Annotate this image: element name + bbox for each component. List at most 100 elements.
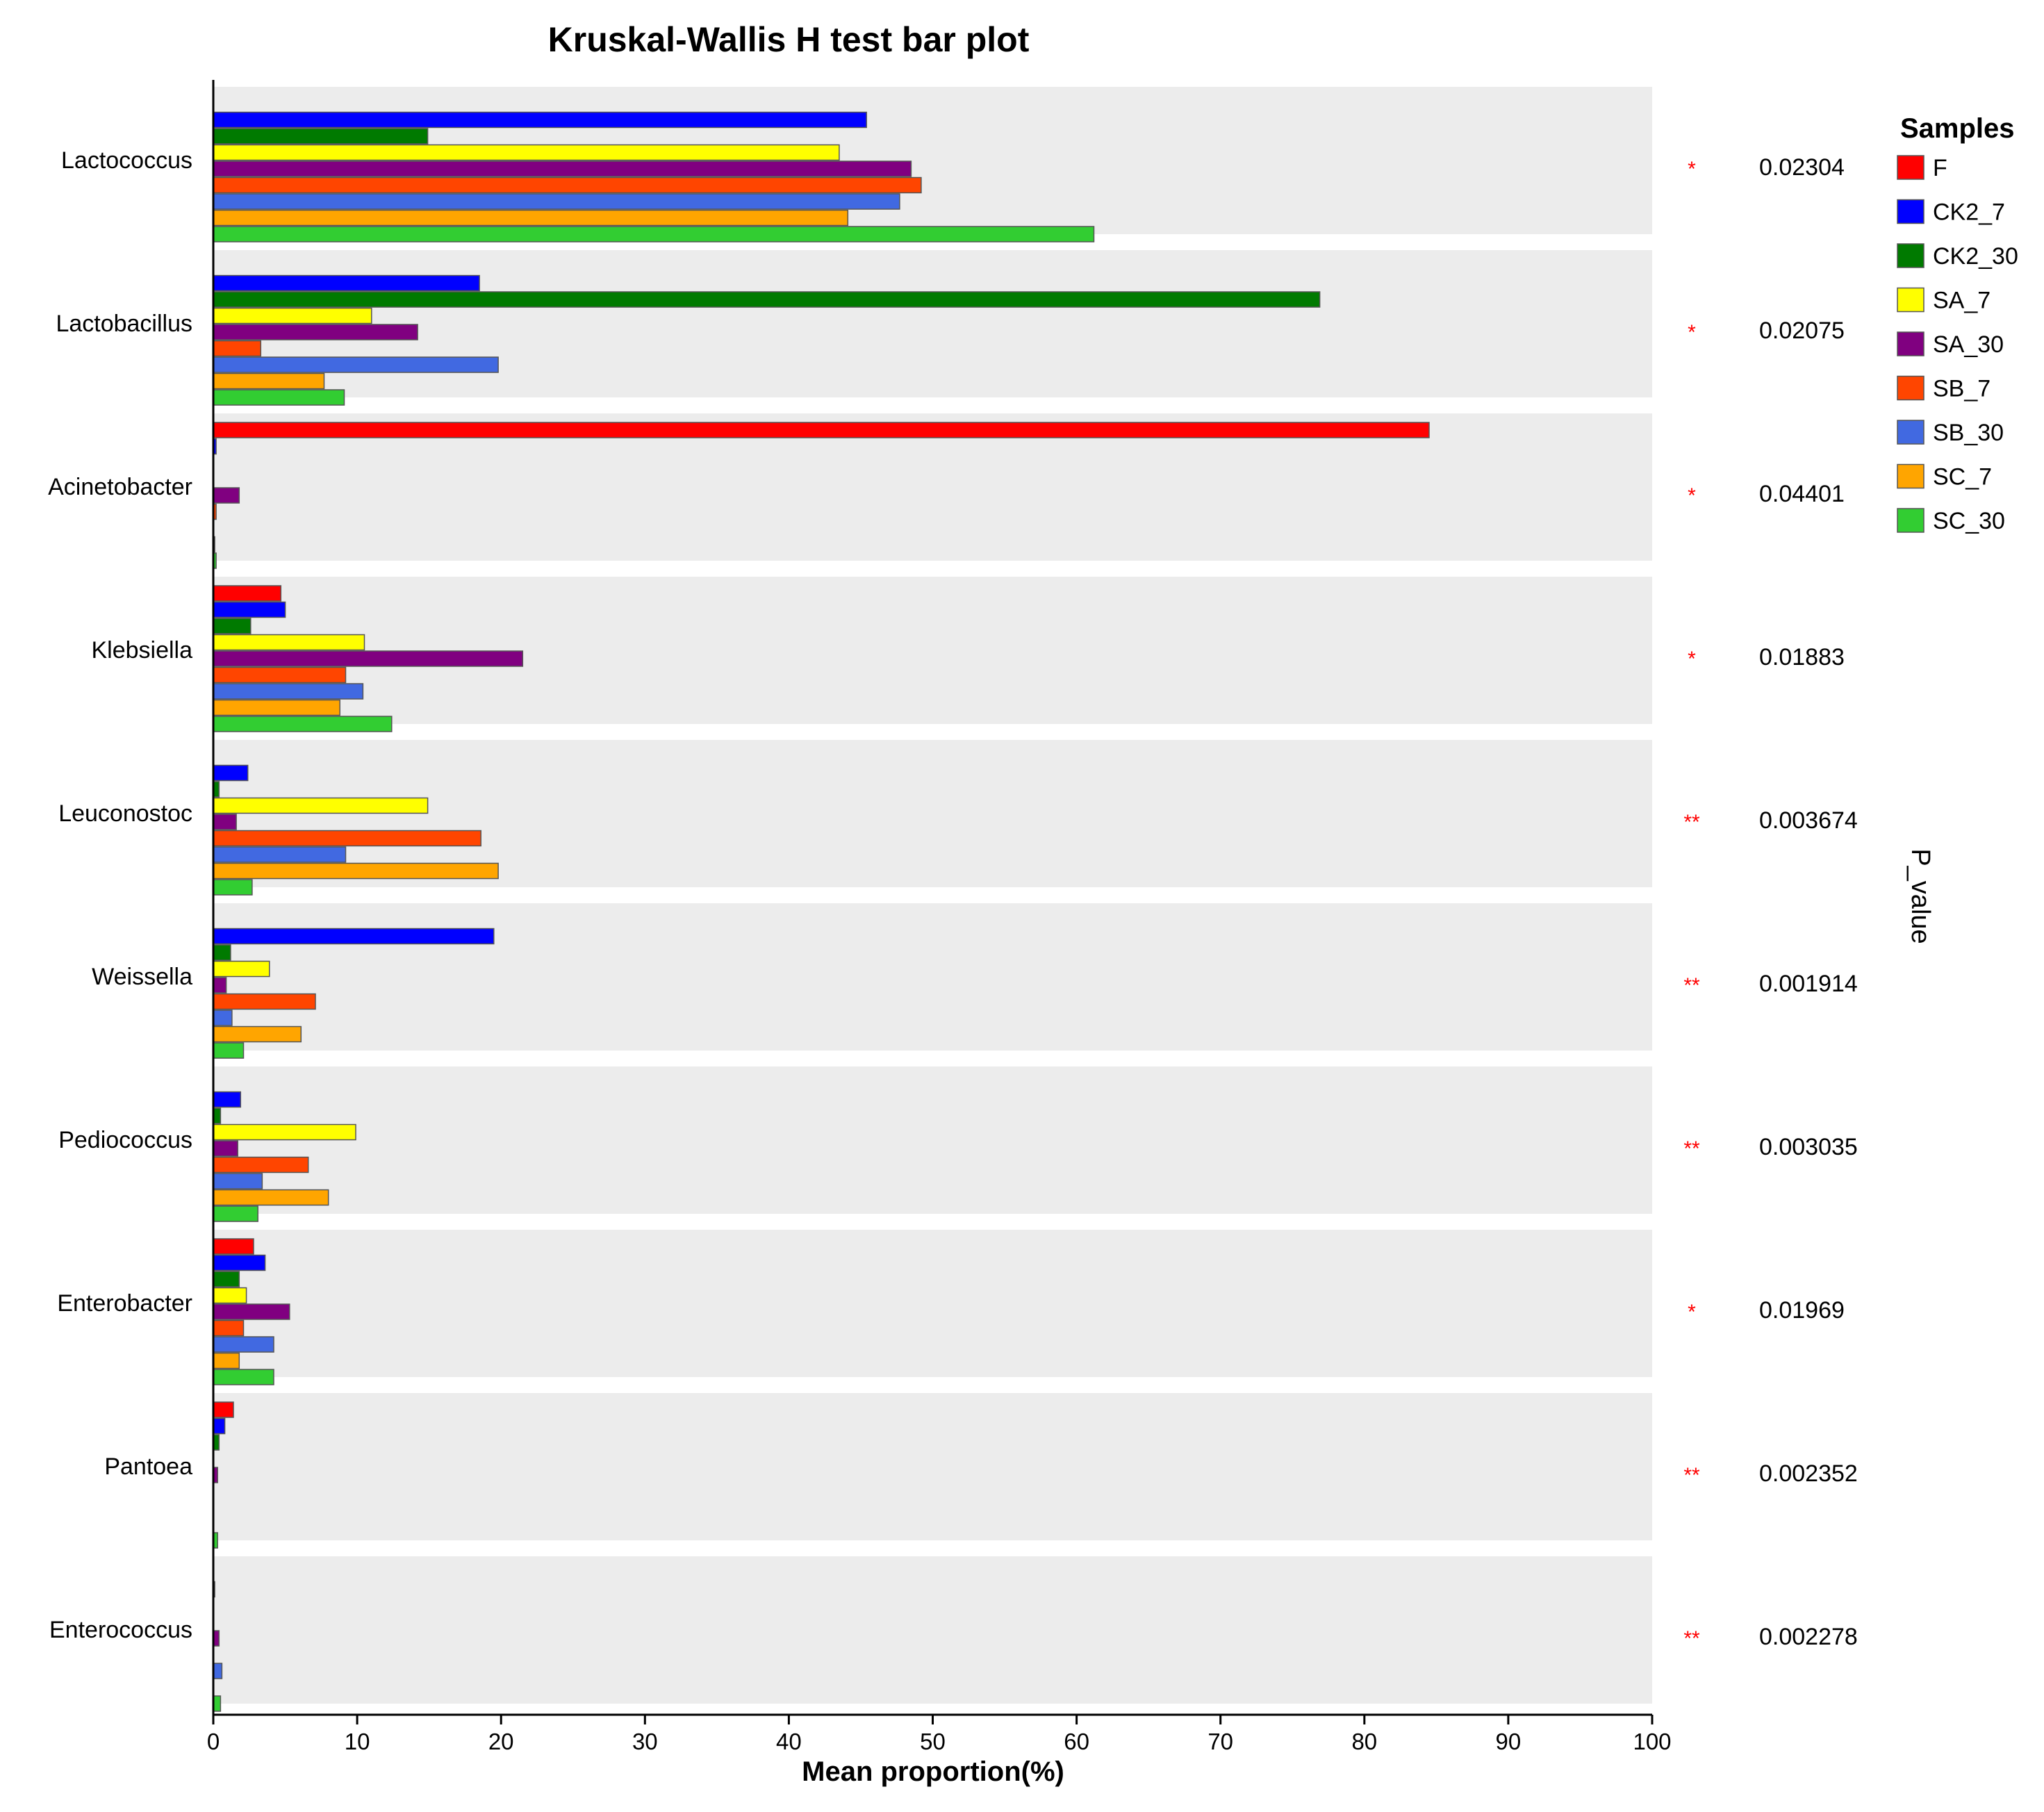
bar-sc-7 [213,209,849,226]
legend-swatch-sc-30 [1897,508,1925,533]
bar-sc-7 [213,1026,302,1043]
bar-sa-7 [213,144,840,161]
p-value: 0.02304 [1759,154,1845,181]
bar-sc-7 [213,1189,329,1206]
x-tick-label: 90 [1496,1729,1522,1754]
x-tick-label: 30 [632,1729,658,1754]
bar-ck2-30 [213,1107,222,1124]
legend-title: Samples [1900,113,2015,144]
category-band [213,1393,1652,1540]
bar-sb-7 [213,340,262,357]
legend-label: SB_30 [1933,420,2004,446]
bar-f [213,422,1430,438]
bar-sa-7 [213,634,365,651]
p-value-axis-title: P_value [1906,848,1935,944]
bar-sb-7 [213,1319,245,1337]
axes: 0 10 20 30 40 50 60 70 80 90 100 [207,80,1672,1754]
bar-f [213,585,282,602]
bar-sb-7 [213,993,316,1010]
x-tick-label: 60 [1064,1729,1089,1754]
legend-swatch-ck2-7 [1897,199,1925,224]
bar-sc-7 [213,699,340,716]
category-label: Enterobacter [57,1290,192,1317]
bar-ck2-30 [213,291,1321,308]
bar-ck2-7 [213,1417,226,1435]
p-value: 0.003035 [1759,1134,1858,1160]
significance-stars: * [1688,158,1696,181]
bar-sa-7 [213,1287,247,1304]
bar-ck2-7 [213,1254,266,1271]
x-tick-label: 70 [1208,1729,1233,1754]
bar-sc-30 [213,1369,274,1385]
bar-sc-30 [213,879,253,896]
bar-sc-30 [213,1695,222,1712]
x-tick-label: 80 [1351,1729,1377,1754]
category-bands [213,87,1652,1704]
legend-swatch-f [1897,155,1925,180]
p-value: 0.003674 [1759,807,1858,834]
bar-sa-30 [213,650,524,667]
x-tick-label: 50 [920,1729,946,1754]
bar-sa-30 [213,324,418,340]
significance-stars: ** [1683,1627,1700,1650]
significance-stars: ** [1683,1464,1700,1487]
chart-title: Kruskal-Wallis H test bar plot [548,20,1030,59]
bar-f [213,1238,254,1255]
bar-f [213,1401,234,1418]
bar-ck2-7 [213,928,495,945]
bar-sc-30 [213,226,1095,242]
bar-ck2-7 [213,274,480,292]
significance-stars: ** [1683,1137,1700,1160]
significance-stars: ** [1683,811,1700,834]
p-value: 0.04401 [1759,481,1845,507]
legend-label: SA_7 [1933,288,1991,314]
category-band [213,903,1652,1051]
p-value: 0.001914 [1759,971,1858,997]
bar-sb-7 [213,666,347,684]
bar-sa-30 [213,1303,290,1320]
bar-sb-30 [213,1010,233,1026]
bar-sa-7 [213,1123,356,1141]
legend-swatch-sa-7 [1897,287,1925,313]
category-band [213,740,1652,887]
legend-swatch-sc-7 [1897,463,1925,489]
significance-stars: * [1688,648,1696,670]
bar-ck2-7 [213,111,867,129]
category-label: Pediococcus [58,1127,192,1153]
bar-sc-30 [213,716,393,732]
category-label: Enterococcus [49,1617,192,1643]
bar-sb-30 [213,1336,274,1353]
x-axis-title: Mean proportion(%) [802,1756,1064,1787]
x-tick-label: 20 [488,1729,514,1754]
legend-label: CK2_30 [1933,243,2018,270]
bar-sc-30 [213,1042,245,1059]
p-value: 0.002352 [1759,1460,1858,1487]
bar-sb-30 [213,683,364,700]
legend-label: SB_7 [1933,376,1991,402]
significance-stars: * [1688,1301,1696,1324]
bar-ck2-30 [213,128,429,145]
bar-sa-30 [213,977,227,994]
x-tick-label: 100 [1633,1729,1671,1754]
bar-sa-30 [213,160,912,177]
category-band [213,250,1652,397]
bar-sc-7 [213,862,499,880]
bar-ck2-30 [213,618,252,634]
significance-stars: ** [1683,974,1700,997]
bar-sc-7 [213,1352,240,1369]
bar-ck2-7 [213,764,249,782]
bar-sb-30 [213,1663,223,1679]
category-label: Klebsiella [91,637,192,664]
p-value: 0.002278 [1759,1624,1858,1650]
legend-swatch-sa-30 [1897,331,1925,356]
bar-sc-7 [213,372,325,390]
category-band [213,1230,1652,1377]
bar-sb-7 [213,176,922,194]
significance-stars: * [1688,484,1696,507]
p-value: 0.02075 [1759,318,1845,344]
bar-ck2-30 [213,1271,240,1287]
category-label: Weissella [92,964,192,990]
bar-sb-30 [213,356,499,373]
bar-ck2-30 [213,944,231,961]
significance-stars: * [1688,321,1696,344]
